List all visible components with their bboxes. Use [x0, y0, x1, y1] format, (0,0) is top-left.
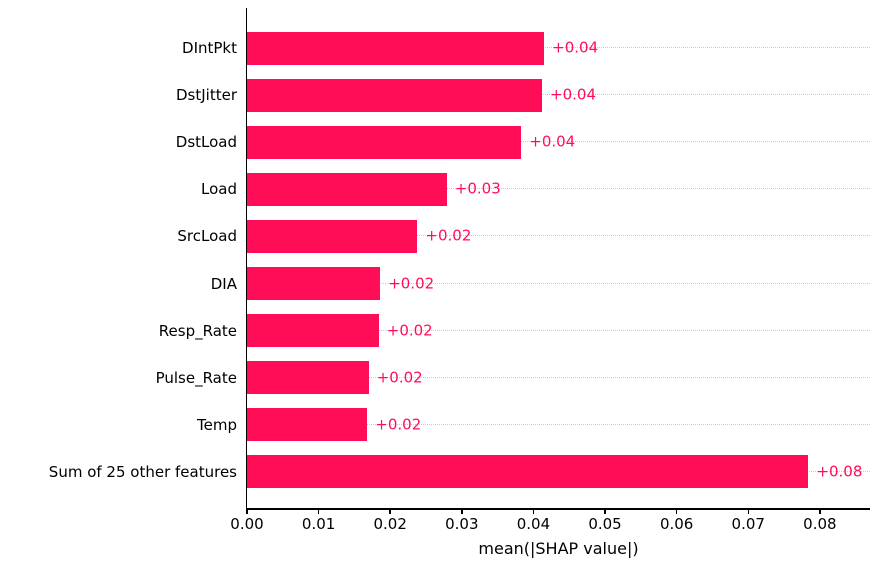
x-axis-ticks: 0.00 0.01 0.02 0.03 0.04 0.05 0.06 0.07 0.08: [230, 509, 870, 549]
bar-value-label: +0.02: [375, 415, 422, 434]
x-tick-mark: [317, 509, 320, 514]
bar-dstload: [247, 125, 522, 159]
bar-value-label: +0.08: [816, 462, 863, 481]
x-tick-mark: [675, 509, 678, 514]
bar-dstjitter: [247, 78, 543, 112]
bar-sum-of-25-other-features: [247, 455, 809, 489]
y-tick-label: DstLoad: [175, 133, 237, 152]
x-tick-mark: [819, 509, 821, 514]
bar-value-label: +0.02: [386, 321, 433, 340]
x-tick-mark: [461, 509, 463, 514]
gridline: [247, 282, 870, 284]
gridline: [247, 423, 870, 425]
gridline: [247, 47, 870, 48]
y-tick-label: Temp: [197, 415, 237, 434]
bar-pulse-rate: [247, 361, 369, 395]
y-tick-label: DstJitter: [176, 86, 237, 105]
x-tick-label: 0.05: [588, 515, 622, 533]
x-tick-mark: [532, 509, 535, 514]
x-tick-label: 0.07: [731, 515, 765, 533]
bar-value-label: +0.04: [552, 38, 599, 57]
y-tick-label: Load: [201, 180, 237, 199]
bar-resp-rate: [247, 314, 379, 348]
bar-dia: [247, 267, 381, 300]
y-tick-label: SrcLoad: [177, 227, 237, 246]
gridline: [247, 94, 870, 96]
x-tick-label: 0.03: [445, 515, 479, 533]
x-tick-label: 0.08: [803, 515, 837, 533]
bar-dintpkt: [247, 31, 545, 65]
x-tick-label: 0.01: [301, 515, 336, 533]
bar-value-label: +0.02: [388, 274, 435, 292]
gridline: [247, 376, 870, 378]
y-axis-labels: DIntPkt DstJitter DstLoad Load SrcLoad DIA Res…: [0, 8, 237, 508]
x-tick-mark: [747, 509, 749, 514]
bar-value-label: +0.02: [376, 368, 423, 387]
plot-area: +0.04 +0.04 +0.04 +0.03 +0.02 +0.02 +0.02 +0.02…: [245, 8, 870, 510]
x-tick-mark: [389, 509, 391, 514]
y-axis-line: [245, 8, 247, 510]
x-axis-line: [245, 508, 870, 510]
gridline: [247, 329, 870, 331]
x-tick-label: 0.06: [659, 515, 694, 533]
y-tick-label: Pulse_Rate: [155, 368, 237, 387]
bar-value-label: +0.04: [550, 85, 596, 104]
x-tick-label: 0.04: [516, 515, 551, 533]
y-tick-label: Resp_Rate: [158, 321, 237, 340]
x-tick-label: 0.00: [230, 515, 264, 533]
gridline: [247, 188, 870, 190]
y-tick-label: DIntPkt: [182, 39, 237, 57]
y-tick-label: DIA: [210, 274, 237, 293]
gridline: [247, 235, 870, 237]
x-axis-title: mean(|SHAP value|): [478, 539, 639, 558]
bar-load: [247, 172, 447, 206]
x-tick-mark: [604, 509, 606, 514]
y-tick-label: Sum of 25 other features: [48, 462, 237, 481]
bar-srcload: [247, 219, 418, 253]
gridline: [247, 141, 870, 143]
bar-temp: [247, 408, 368, 442]
bar-value-label: +0.03: [454, 179, 501, 198]
x-tick-mark: [246, 509, 248, 514]
bar-value-label: +0.04: [529, 132, 576, 151]
bar-value-label: +0.02: [425, 226, 472, 245]
x-tick-label: 0.02: [373, 515, 407, 533]
